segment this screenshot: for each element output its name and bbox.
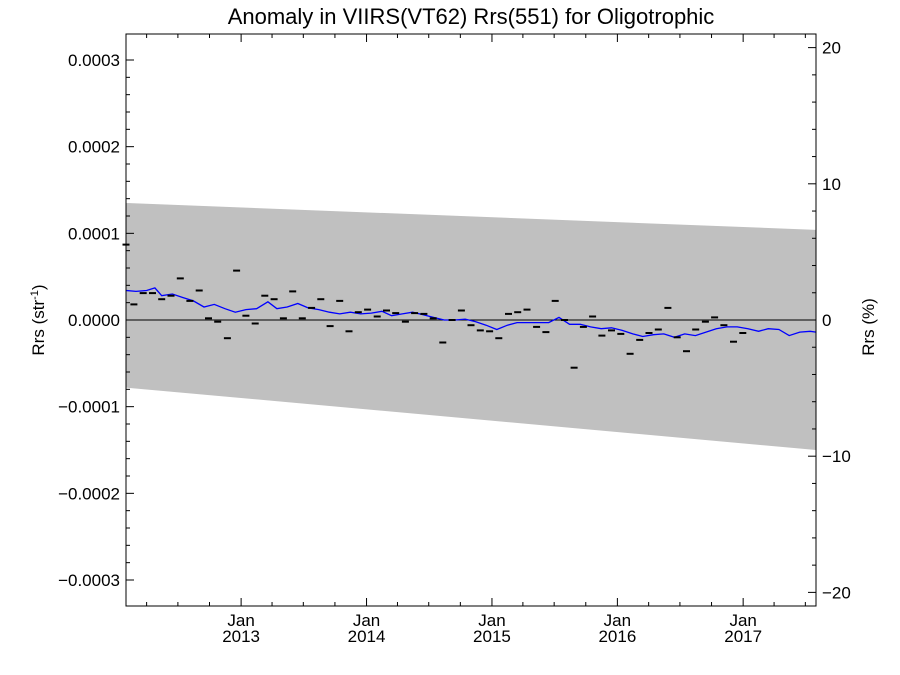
left-y-tick-label: 0.0001 bbox=[68, 224, 120, 243]
left-y-axis-label-superscript: -1 bbox=[29, 290, 41, 300]
anomaly-points-layer bbox=[122, 243, 747, 369]
right-y-tick-label: 20 bbox=[822, 39, 841, 58]
left-y-axis: 0.0003 0.0002 0.0001 0.0000 −0.0001 −0.0002 −0… bbox=[58, 51, 134, 590]
x-tick-label-year: 2013 bbox=[222, 627, 260, 646]
left-y-axis-label: Rrs (str-1) bbox=[29, 284, 48, 355]
right-y-axis-label: Rrs (%) bbox=[859, 298, 878, 356]
uncertainty-band-layer bbox=[126, 203, 816, 450]
running-mean-line bbox=[125, 287, 817, 338]
chart-title: Anomaly in VIIRS(VT62) Rrs(551) for Olig… bbox=[228, 4, 715, 29]
right-y-tick-label: −10 bbox=[822, 447, 851, 466]
x-tick-label-month: Jan bbox=[604, 611, 631, 630]
running-mean-layer bbox=[125, 287, 817, 338]
left-y-axis-label-main: Rrs (str bbox=[29, 300, 48, 356]
x-tick-label-month: Jan bbox=[227, 611, 254, 630]
right-y-axis: 20 10 0 −10 −20 bbox=[808, 39, 851, 602]
right-y-tick-label: 10 bbox=[822, 175, 841, 194]
x-tick-label-month: Jan bbox=[353, 611, 380, 630]
left-y-tick-label: −0.0001 bbox=[58, 398, 120, 417]
x-tick-label-year: 2017 bbox=[724, 627, 762, 646]
uncertainty-band bbox=[126, 203, 816, 450]
left-y-tick-label: −0.0003 bbox=[58, 571, 120, 590]
left-y-axis-label-close: ) bbox=[29, 284, 48, 290]
x-tick-label-month: Jan bbox=[478, 611, 505, 630]
left-y-tick-label: −0.0002 bbox=[58, 484, 120, 503]
right-y-tick-label: 0 bbox=[822, 311, 831, 330]
x-tick-label-year: 2015 bbox=[473, 627, 511, 646]
left-y-tick-label: 0.0000 bbox=[68, 311, 120, 330]
right-y-tick-label: −20 bbox=[822, 583, 851, 602]
left-y-tick-label: 0.0003 bbox=[68, 51, 120, 70]
x-tick-label-month: Jan bbox=[729, 611, 756, 630]
left-y-tick-label: 0.0002 bbox=[68, 138, 120, 157]
x-tick-label-year: 2016 bbox=[598, 627, 636, 646]
x-tick-label-year: 2014 bbox=[348, 627, 386, 646]
